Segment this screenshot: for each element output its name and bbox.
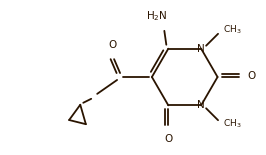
Text: O: O — [108, 40, 116, 50]
Text: N: N — [197, 44, 205, 54]
Text: H$_2$N: H$_2$N — [146, 9, 167, 23]
Text: N: N — [197, 100, 205, 110]
Text: O: O — [164, 134, 172, 144]
Text: CH$_3$: CH$_3$ — [223, 118, 242, 130]
Text: O: O — [247, 71, 256, 80]
Text: CH$_3$: CH$_3$ — [223, 24, 242, 36]
